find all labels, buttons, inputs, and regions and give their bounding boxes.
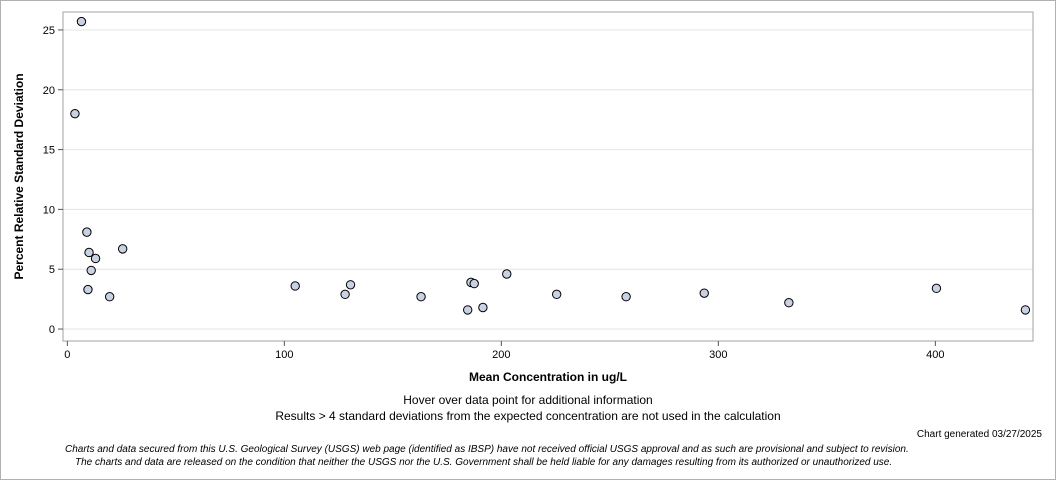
y-tick-label: 15 [43, 145, 55, 157]
data-point[interactable] [290, 281, 300, 291]
x-tick-label: 200 [492, 349, 510, 361]
hover-note: Hover over data point for additional inf… [403, 393, 653, 407]
y-tick-label: 20 [43, 85, 55, 97]
y-tick-label: 25 [43, 25, 55, 37]
data-point[interactable] [621, 292, 631, 302]
data-point[interactable] [83, 284, 93, 295]
disclaimer-line-1: Charts and data secured from this U.S. G… [65, 444, 909, 455]
data-point[interactable] [551, 289, 562, 300]
data-point[interactable] [463, 305, 473, 315]
x-tick-label: 0 [64, 349, 70, 361]
data-point[interactable] [340, 289, 350, 300]
y-tick-label: 0 [49, 324, 55, 336]
data-point[interactable] [84, 247, 94, 258]
x-axis-label: Mean Concentration in ug/L [469, 370, 627, 384]
x-tick-label: 100 [275, 349, 293, 361]
data-point[interactable] [104, 292, 115, 302]
y-tick-label: 5 [49, 264, 55, 276]
data-point[interactable] [70, 108, 80, 119]
data-point[interactable] [345, 280, 356, 290]
data-point[interactable] [1020, 305, 1031, 315]
data-point[interactable] [86, 265, 96, 276]
data-point[interactable] [502, 269, 512, 279]
data-point[interactable] [699, 288, 709, 298]
chart-generated-date: Chart generated 03/27/2025 [916, 429, 1042, 440]
results-note: Results > 4 standard deviations from the… [275, 409, 781, 423]
data-point[interactable] [931, 283, 942, 294]
plot-area-border [62, 11, 1034, 342]
data-point[interactable] [469, 278, 479, 289]
y-tick-label: 10 [43, 204, 55, 216]
data-point[interactable] [82, 227, 92, 237]
x-tick-label: 400 [926, 349, 944, 361]
data-point[interactable] [478, 302, 488, 313]
y-axis-label: Percent Relative Standard Deviation [12, 73, 26, 279]
data-point[interactable] [90, 253, 101, 264]
data-point[interactable] [416, 292, 426, 302]
data-point[interactable] [76, 16, 87, 27]
data-point[interactable] [784, 298, 794, 308]
grid-lines [63, 29, 1033, 330]
disclaimer-line-2: The charts and data are released on the … [75, 457, 893, 468]
data-point[interactable] [117, 244, 128, 254]
data-points [70, 16, 1031, 315]
axes: 0 5 10 15 20 25 0 100 200 300 400 [43, 25, 945, 361]
x-tick-label: 300 [709, 349, 727, 361]
scatter-chart: 0 5 10 15 20 25 0 100 200 300 400 Mean Concentrati… [12, 11, 1034, 384]
